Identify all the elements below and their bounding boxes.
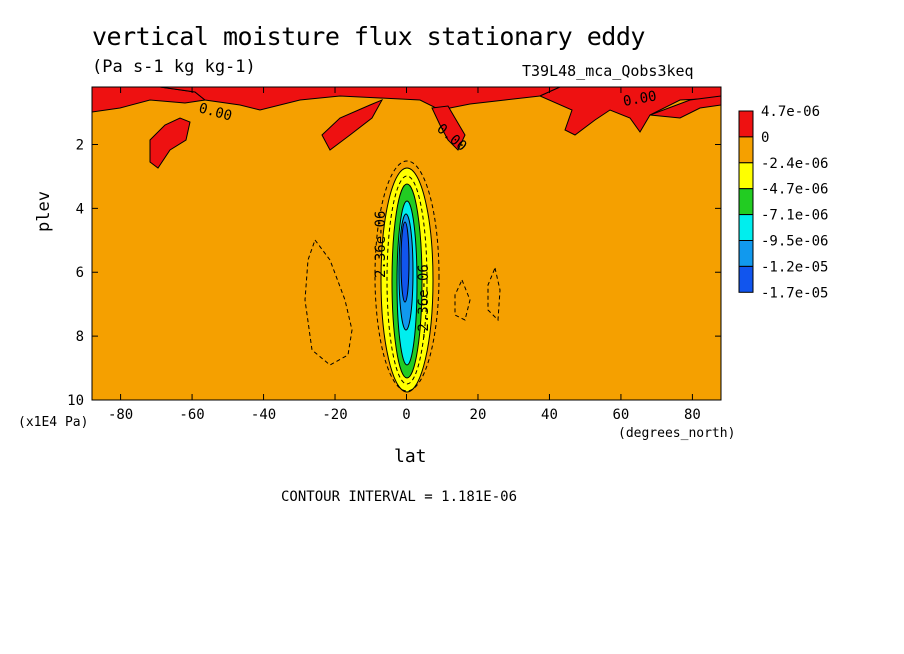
contour-label: 0.00 bbox=[622, 88, 658, 110]
contour-interval: CONTOUR INTERVAL = 1.181E-06 bbox=[281, 489, 518, 505]
y-axis-label: plev bbox=[34, 191, 54, 232]
x-tick-label: 0 bbox=[402, 407, 410, 423]
positive-patch-far-right bbox=[649, 95, 721, 119]
positive-region bbox=[92, 87, 721, 169]
colorbar-box bbox=[738, 136, 754, 164]
negative-core bbox=[380, 167, 434, 393]
contour-fields bbox=[92, 87, 721, 393]
positive-patch-left-lobe bbox=[149, 117, 191, 169]
x-tick-label: 20 bbox=[470, 407, 487, 423]
colorbar-label: 4.7e-06 bbox=[761, 104, 820, 120]
y-tick-label: 4 bbox=[76, 201, 84, 217]
x-tick-label: 80 bbox=[684, 407, 701, 423]
colorbar-box bbox=[738, 265, 754, 293]
y-axis-units: (x1E4 Pa) bbox=[18, 415, 89, 430]
chart-title: vertical moisture flux stationary eddy bbox=[92, 22, 645, 51]
x-tick-label: -40 bbox=[251, 407, 276, 423]
run-name: T39L48_mca_Qobs3keq bbox=[522, 62, 694, 80]
x-tick-label: -60 bbox=[179, 407, 204, 423]
core-level-blue bbox=[400, 221, 410, 303]
colorbar-label: -7.1e-06 bbox=[761, 208, 828, 224]
x-axis: -80 -60 -40 -20 0 20 40 60 80 bbox=[108, 87, 701, 423]
colorbar-label: -1.7e-05 bbox=[761, 285, 828, 301]
dashed-contour-outer bbox=[374, 160, 440, 392]
dashed-contour-left-lobe bbox=[304, 238, 353, 366]
colorbar-box bbox=[738, 162, 754, 190]
colorbar-box bbox=[738, 188, 754, 216]
colorbar-box bbox=[738, 240, 754, 267]
positive-patch-top-band bbox=[159, 87, 561, 111]
dashed-contour-right-lobe bbox=[454, 278, 471, 321]
colorbar-label: -1.2e-05 bbox=[761, 259, 828, 275]
chart-units: (Pa s-1 kg kg-1) bbox=[92, 57, 256, 77]
colorbar-label: -2.4e-06 bbox=[761, 156, 828, 172]
colorbar-label: 0 bbox=[761, 130, 769, 146]
colorbar-label: -9.5e-06 bbox=[761, 234, 828, 250]
y-axis: 2 4 6 8 10 bbox=[67, 137, 721, 409]
x-axis-label: lat bbox=[394, 446, 427, 467]
dashed-contour-inner bbox=[386, 175, 428, 385]
x-tick-label: 40 bbox=[541, 407, 558, 423]
x-tick-label: 60 bbox=[613, 407, 630, 423]
y-tick-label: 10 bbox=[67, 393, 84, 409]
contour-label: 2.36e-06 bbox=[373, 211, 389, 278]
colorbar-box bbox=[738, 110, 754, 138]
positive-patch-center bbox=[431, 105, 466, 151]
y-tick-label: 6 bbox=[76, 265, 84, 281]
y-tick-label: 2 bbox=[76, 137, 84, 153]
y-tick-label: 8 bbox=[76, 329, 84, 345]
colorbar: 4.7e-06 0 -2.4e-06 -4.7e-06 -7.1e-06 -9.5e-06… bbox=[738, 104, 828, 301]
colorbar-label: -4.7e-06 bbox=[761, 182, 828, 198]
dashed-contours bbox=[304, 160, 501, 392]
x-axis-units: (degrees_north) bbox=[618, 426, 736, 441]
positive-patch-mid bbox=[321, 98, 384, 151]
x-tick-label: -80 bbox=[108, 407, 133, 423]
colorbar-box bbox=[738, 214, 754, 242]
x-tick-label: -20 bbox=[322, 407, 347, 423]
dashed-contour-far-right-lobe bbox=[487, 266, 501, 322]
contour-label: -2.36e-06 bbox=[416, 264, 432, 340]
